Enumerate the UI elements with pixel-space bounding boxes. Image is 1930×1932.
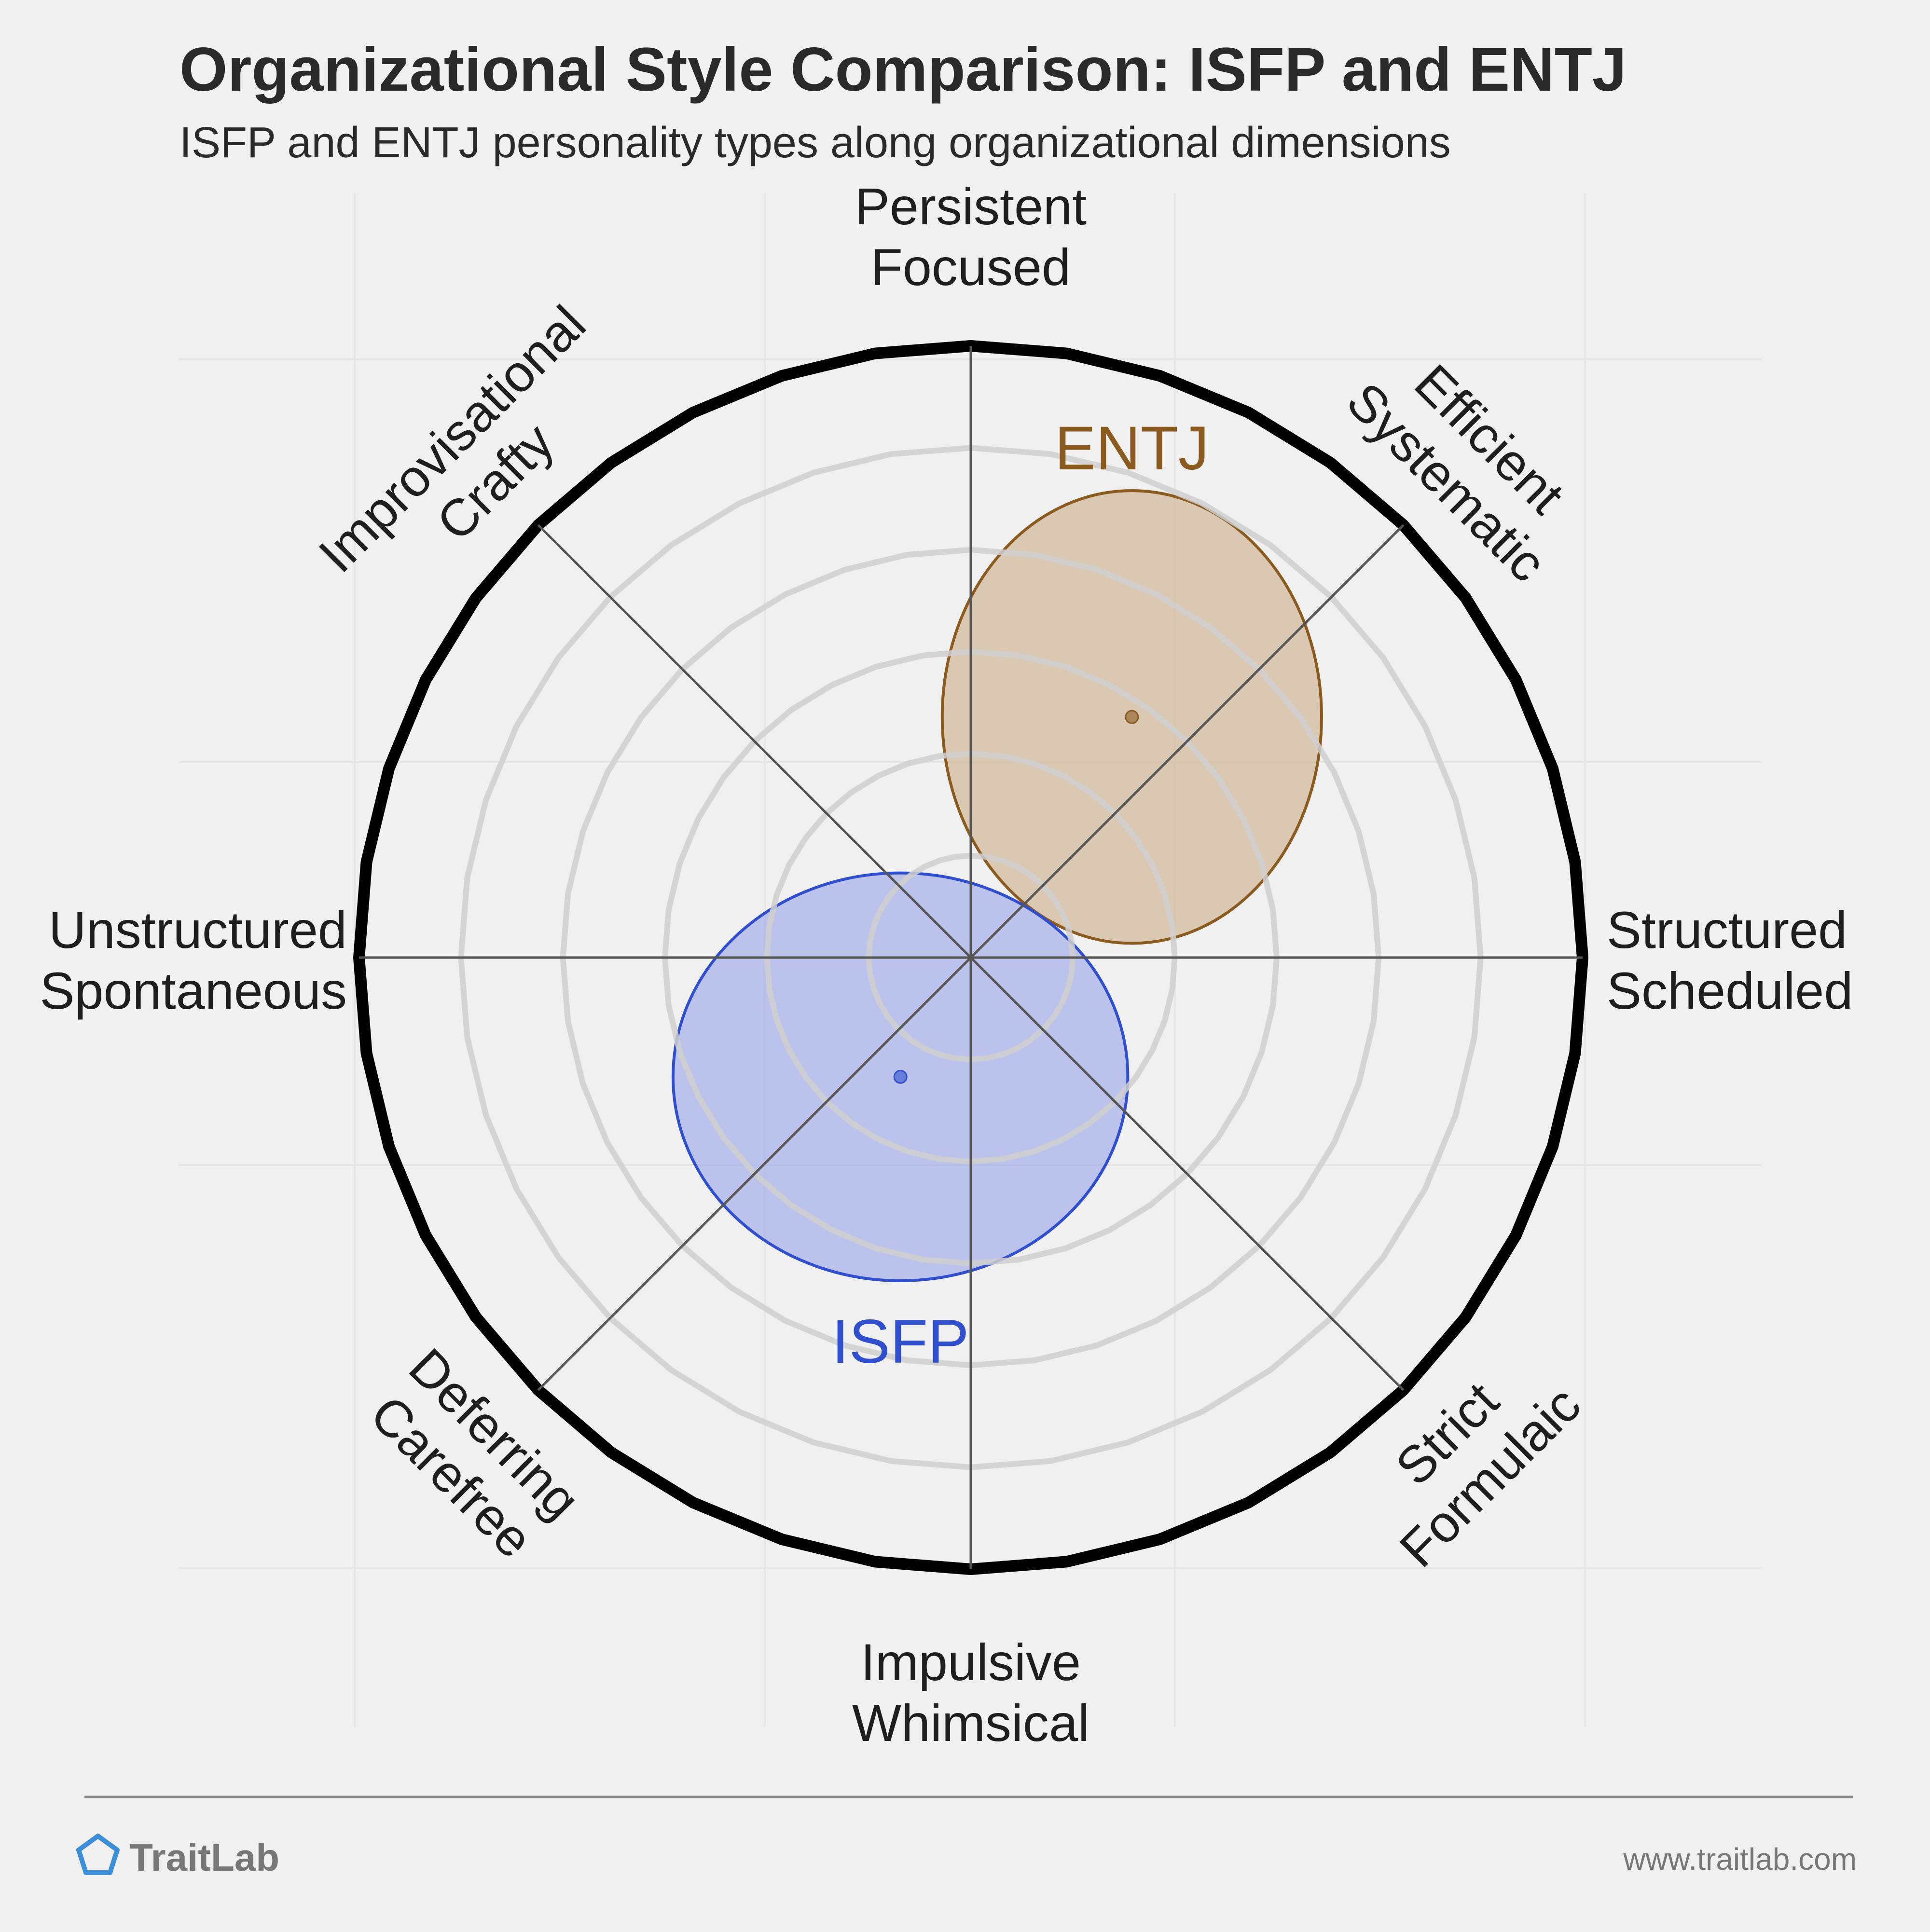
brand-name: TraitLab — [129, 1836, 279, 1879]
axis-label-line: Impulsive — [861, 1633, 1081, 1691]
spokes-layer — [359, 346, 1583, 1569]
spoke-3 — [970, 957, 1405, 1391]
centers-layer: ENTJ ISFP — [832, 414, 1209, 1376]
spoke-7 — [537, 524, 972, 959]
series-label-isfp: ISFP — [832, 1307, 969, 1376]
point-isfp — [893, 1069, 908, 1084]
axis-label-line: Scheduled — [1607, 961, 1853, 1020]
pentagon-icon — [76, 1834, 120, 1875]
traitlab-logo: TraitLab — [76, 1834, 279, 1879]
footer-url[interactable]: www.traitlab.com — [1623, 1842, 1857, 1877]
spoke-5 — [537, 957, 972, 1391]
axis-label-line: Focused — [871, 238, 1071, 296]
axis-label-line: Whimsical — [852, 1694, 1089, 1752]
axis-label-line: Structured — [1607, 901, 1847, 959]
series-label-entj: ENTJ — [1055, 414, 1209, 483]
chart-title: Organizational Style Comparison: ISFP an… — [179, 35, 1627, 104]
point-entj — [1125, 710, 1139, 724]
axis-label-line: Spontaneous — [40, 961, 347, 1020]
axis-label-line: Persistent — [855, 177, 1087, 235]
chart-subtitle: ISFP and ENTJ personality types along or… — [179, 119, 1451, 167]
axis-label-line: Unstructured — [49, 901, 347, 959]
spoke-1 — [970, 524, 1405, 959]
